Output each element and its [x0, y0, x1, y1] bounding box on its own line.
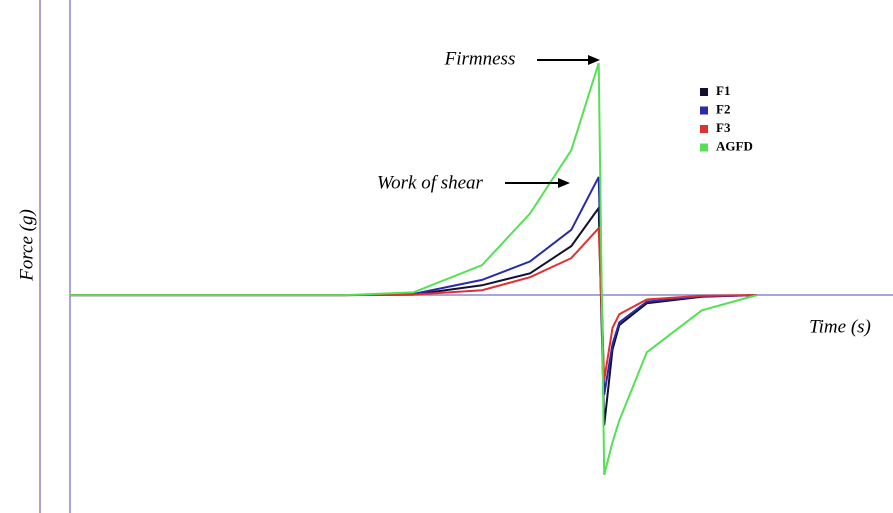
series-line: [70, 225, 757, 381]
legend-swatch: [700, 88, 708, 96]
annotation-arrowhead: [558, 178, 570, 188]
annotation-arrowhead: [588, 55, 600, 65]
annotation: Work of shear: [377, 172, 484, 193]
x-axis-label: Time (s): [809, 316, 871, 337]
series-line: [70, 205, 757, 426]
legend-swatch: [700, 125, 708, 133]
legend-label: F3: [716, 120, 731, 135]
legend-label: AGFD: [716, 138, 753, 153]
legend-swatch: [700, 143, 708, 152]
legend-label: F2: [716, 101, 730, 116]
y-axis-label: Force (g): [16, 209, 37, 282]
series-line: [70, 62, 757, 476]
legend-label: F1: [716, 83, 730, 98]
legend-swatch: [700, 106, 708, 115]
series-line: [70, 176, 757, 395]
annotation: Firmness: [444, 48, 516, 69]
